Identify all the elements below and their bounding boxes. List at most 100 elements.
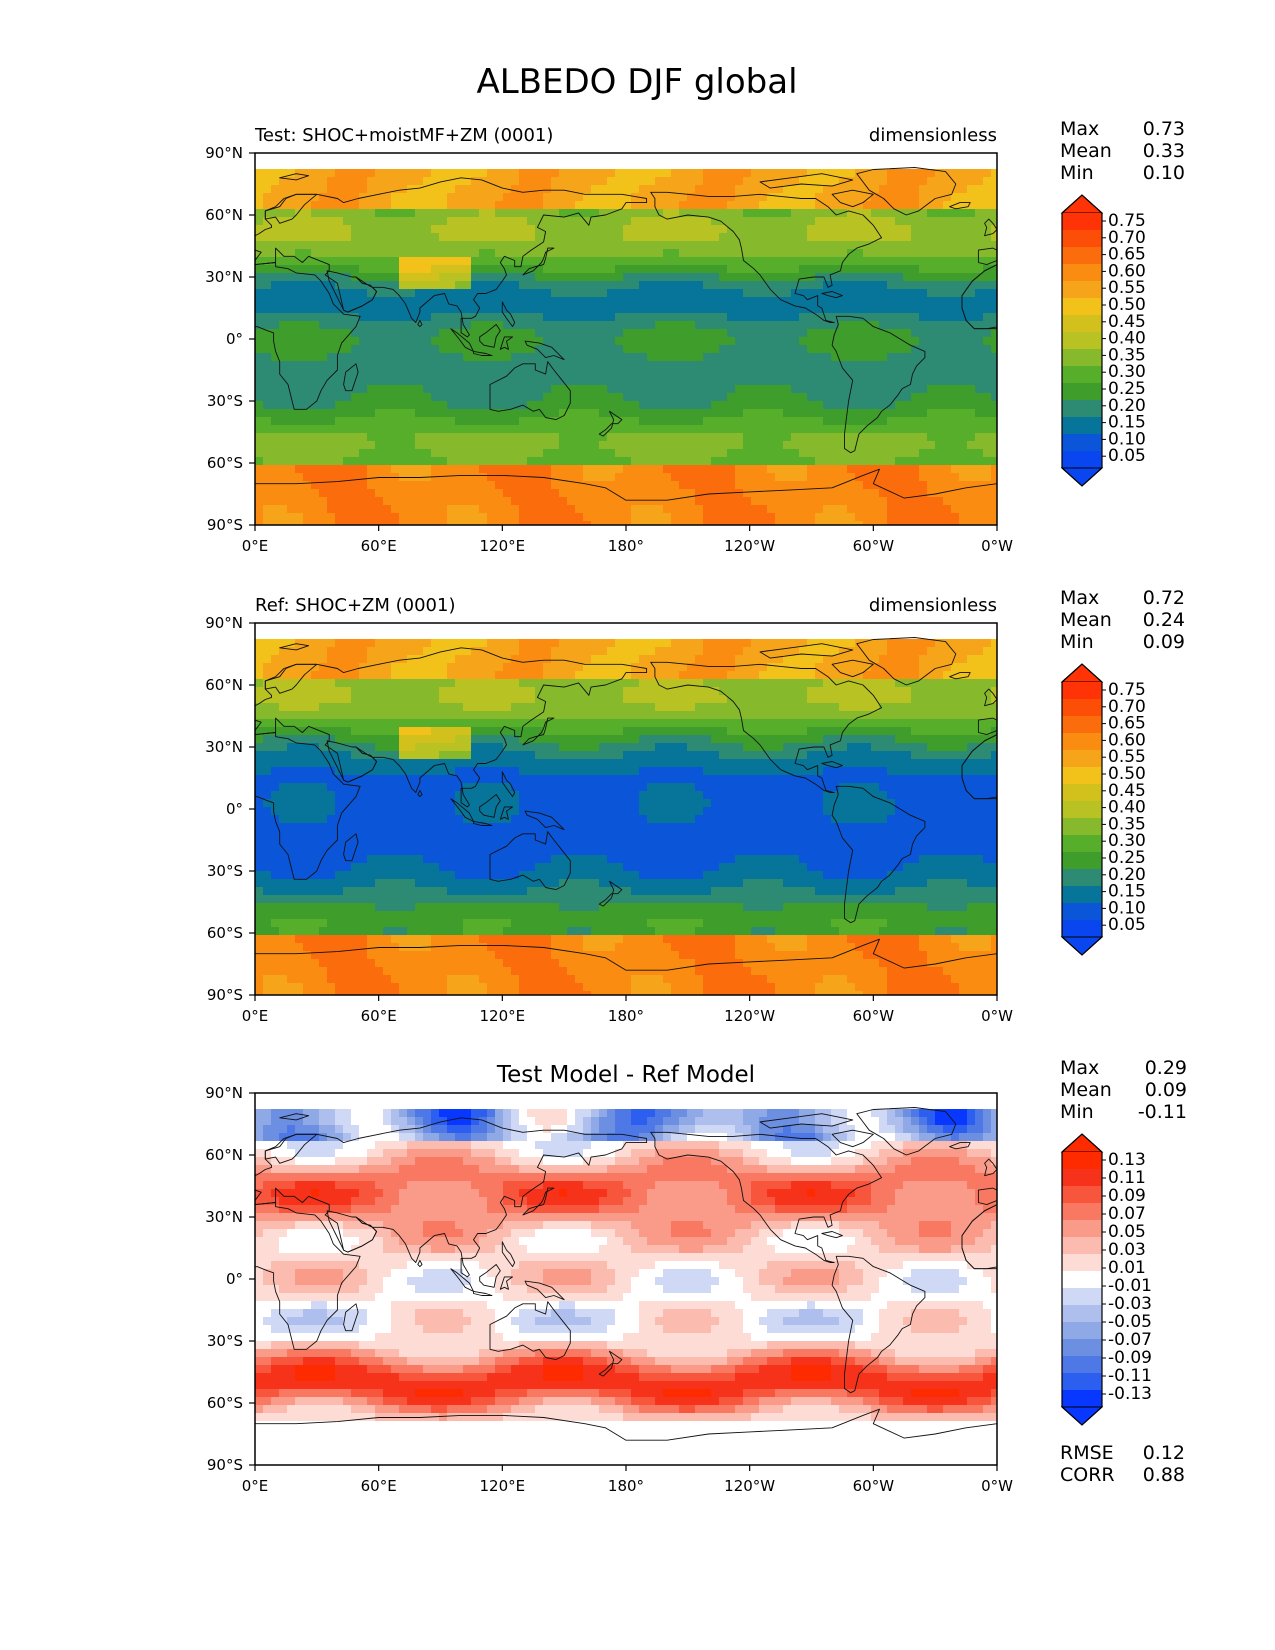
x-tick-label: 120°W [724, 537, 775, 555]
ref-stat-min-label: Min [1060, 631, 1094, 653]
coastline-sumatra [1193, 1269, 1216, 1292]
coastline-australia [1232, 832, 1275, 890]
colorbar-segment [1062, 1339, 1102, 1356]
ref-stat-max-label: Max [1060, 587, 1099, 609]
coastline-south-america [90, 1256, 183, 1392]
figure-title: ALBEDO DJF global [476, 62, 797, 102]
colorbar-min-extend [1062, 468, 1102, 486]
ref-side-panel: Max 0.72 Mean 0.24 Min 0.09 0.750.700.65… [1060, 587, 1185, 955]
coastline-greenland [115, 1108, 214, 1156]
coastline-new-guinea [1267, 811, 1275, 830]
diff-stat-mean-value: 0.09 [1145, 1079, 1187, 1101]
ref-stat-min-value: 0.09 [1143, 631, 1185, 653]
coastline-arctic-islands [18, 1114, 111, 1128]
colorbar-tick-label: 0.09 [1108, 1186, 1146, 1206]
colorbar-segment [1062, 920, 1102, 937]
test-albedo-field [255, 153, 1000, 530]
colorbar-segment [1062, 315, 1102, 332]
coastline-sumatra [1193, 799, 1216, 822]
colorbar-segment [1062, 1237, 1102, 1254]
test-side-panel: Max 0.73 Mean 0.33 Min 0.10 0.750.700.65… [1060, 118, 1185, 486]
coastline-sri-lanka [1160, 1260, 1164, 1266]
coastline-svalbard [1022, 174, 1051, 180]
colorbar-segment [1062, 682, 1102, 699]
colorbar-tick-label: 0.11 [1108, 1168, 1146, 1188]
colorbar-segment [1062, 801, 1102, 818]
colorbar-segment [1062, 298, 1102, 315]
coastline-uk [243, 219, 255, 236]
ref-y-axis: 90°N60°N30°N0°30°S60°S90°S [205, 614, 255, 1004]
colorbar-segment [1062, 818, 1102, 835]
y-tick-label: 90°N [205, 614, 243, 632]
coastline-japan [1265, 248, 1275, 275]
x-tick-label: 180° [608, 537, 644, 555]
y-tick-label: 30°N [205, 738, 243, 756]
colorbar-tick-label: 0.05 [1108, 446, 1146, 466]
y-tick-label: 90°S [207, 986, 243, 1004]
colorbar-segment [1062, 1186, 1102, 1203]
coastline-antarctica [997, 939, 1275, 995]
coastline-new-guinea [1267, 341, 1275, 360]
colorbar-segment [1062, 1271, 1102, 1288]
y-tick-label: 0° [226, 800, 243, 818]
ref-x-axis: 0°E 60°E 120°E 180° 120°W 60°W 0°W [242, 995, 1013, 1025]
coastline-antarctica [997, 469, 1275, 525]
colorbar-tick-label: -0.09 [1108, 1348, 1152, 1368]
ref-stat-max-value: 0.72 [1143, 587, 1185, 609]
coastline-japan [1265, 718, 1275, 745]
coastline-antarctica [997, 1409, 1275, 1465]
colorbar-segment [1062, 400, 1102, 417]
x-tick-label: 60°W [853, 1477, 895, 1495]
colorbar-segment [1062, 1356, 1102, 1373]
coastline-cuba [80, 292, 101, 298]
diff-stat-max-value: 0.29 [1145, 1057, 1187, 1079]
colorbar-segment [1062, 1254, 1102, 1271]
coastline-north-america [0, 1132, 140, 1262]
coastline-scandinavia [1007, 1134, 1059, 1163]
ref-units-label: dimensionless [869, 595, 997, 616]
colorbar-segment [1062, 716, 1102, 733]
x-tick-label: 120°E [480, 537, 526, 555]
test-subtitle-left: Test: SHOC+moistMF+ZM (0001) [254, 125, 553, 146]
coastline-philippines [1244, 772, 1256, 797]
colorbar-segment [1062, 835, 1102, 852]
coastline-baffin [90, 1130, 131, 1147]
colorbar-segment [1062, 1373, 1102, 1390]
ref-stat-mean-label: Mean [1060, 609, 1112, 631]
colorbar-tick-label: -0.13 [1108, 1384, 1152, 1404]
y-tick-label: 30°N [205, 1208, 243, 1226]
x-tick-label: 0°W [981, 537, 1013, 555]
coastline-arctic-islands [18, 644, 111, 658]
colorbar-segment [1062, 383, 1102, 400]
x-tick-label: 60°W [853, 537, 895, 555]
coastline-north-america [0, 192, 140, 322]
x-tick-label: 180° [608, 1477, 644, 1495]
colorbar-segment [1062, 1169, 1102, 1186]
coastline-greenland [115, 638, 214, 686]
diff-stat-mean-label: Mean [1060, 1079, 1112, 1101]
y-tick-label: 0° [226, 1270, 243, 1288]
ref-stat-mean-value: 0.24 [1143, 609, 1185, 631]
x-tick-label: 0°W [981, 1477, 1013, 1495]
colorbar-segment [1062, 1220, 1102, 1237]
y-tick-label: 90°S [207, 516, 243, 534]
diff-colorbar: 0.130.110.090.070.050.030.01-0.01-0.03-0… [1062, 1134, 1152, 1425]
coastline-baffin [90, 190, 131, 207]
x-tick-label: 120°W [724, 1007, 775, 1025]
coastline-scandinavia [1007, 664, 1059, 693]
coastline-sri-lanka [1160, 790, 1164, 796]
colorbar-tick-label: -0.03 [1108, 1294, 1152, 1314]
colorbar-segment [1062, 750, 1102, 767]
colorbar-segment [1062, 417, 1102, 434]
coastline-sulawesi [1242, 1277, 1254, 1289]
coastline-philippines [1244, 1242, 1256, 1267]
colorbar-tick-label: 0.13 [1108, 1150, 1146, 1170]
coastline-cuba [80, 1232, 101, 1238]
colorbar-tick-label: 0.03 [1108, 1240, 1146, 1260]
colorbar-max-extend [1062, 664, 1102, 682]
y-tick-label: 60°N [205, 676, 243, 694]
x-tick-label: 60°E [361, 1007, 397, 1025]
colorbar-tick-label: 0.05 [1108, 1222, 1146, 1242]
colorbar-segment [1062, 733, 1102, 750]
test-y-axis: 90°N 60°N 30°N 0° 30°S 60°S 90°S [205, 144, 255, 534]
